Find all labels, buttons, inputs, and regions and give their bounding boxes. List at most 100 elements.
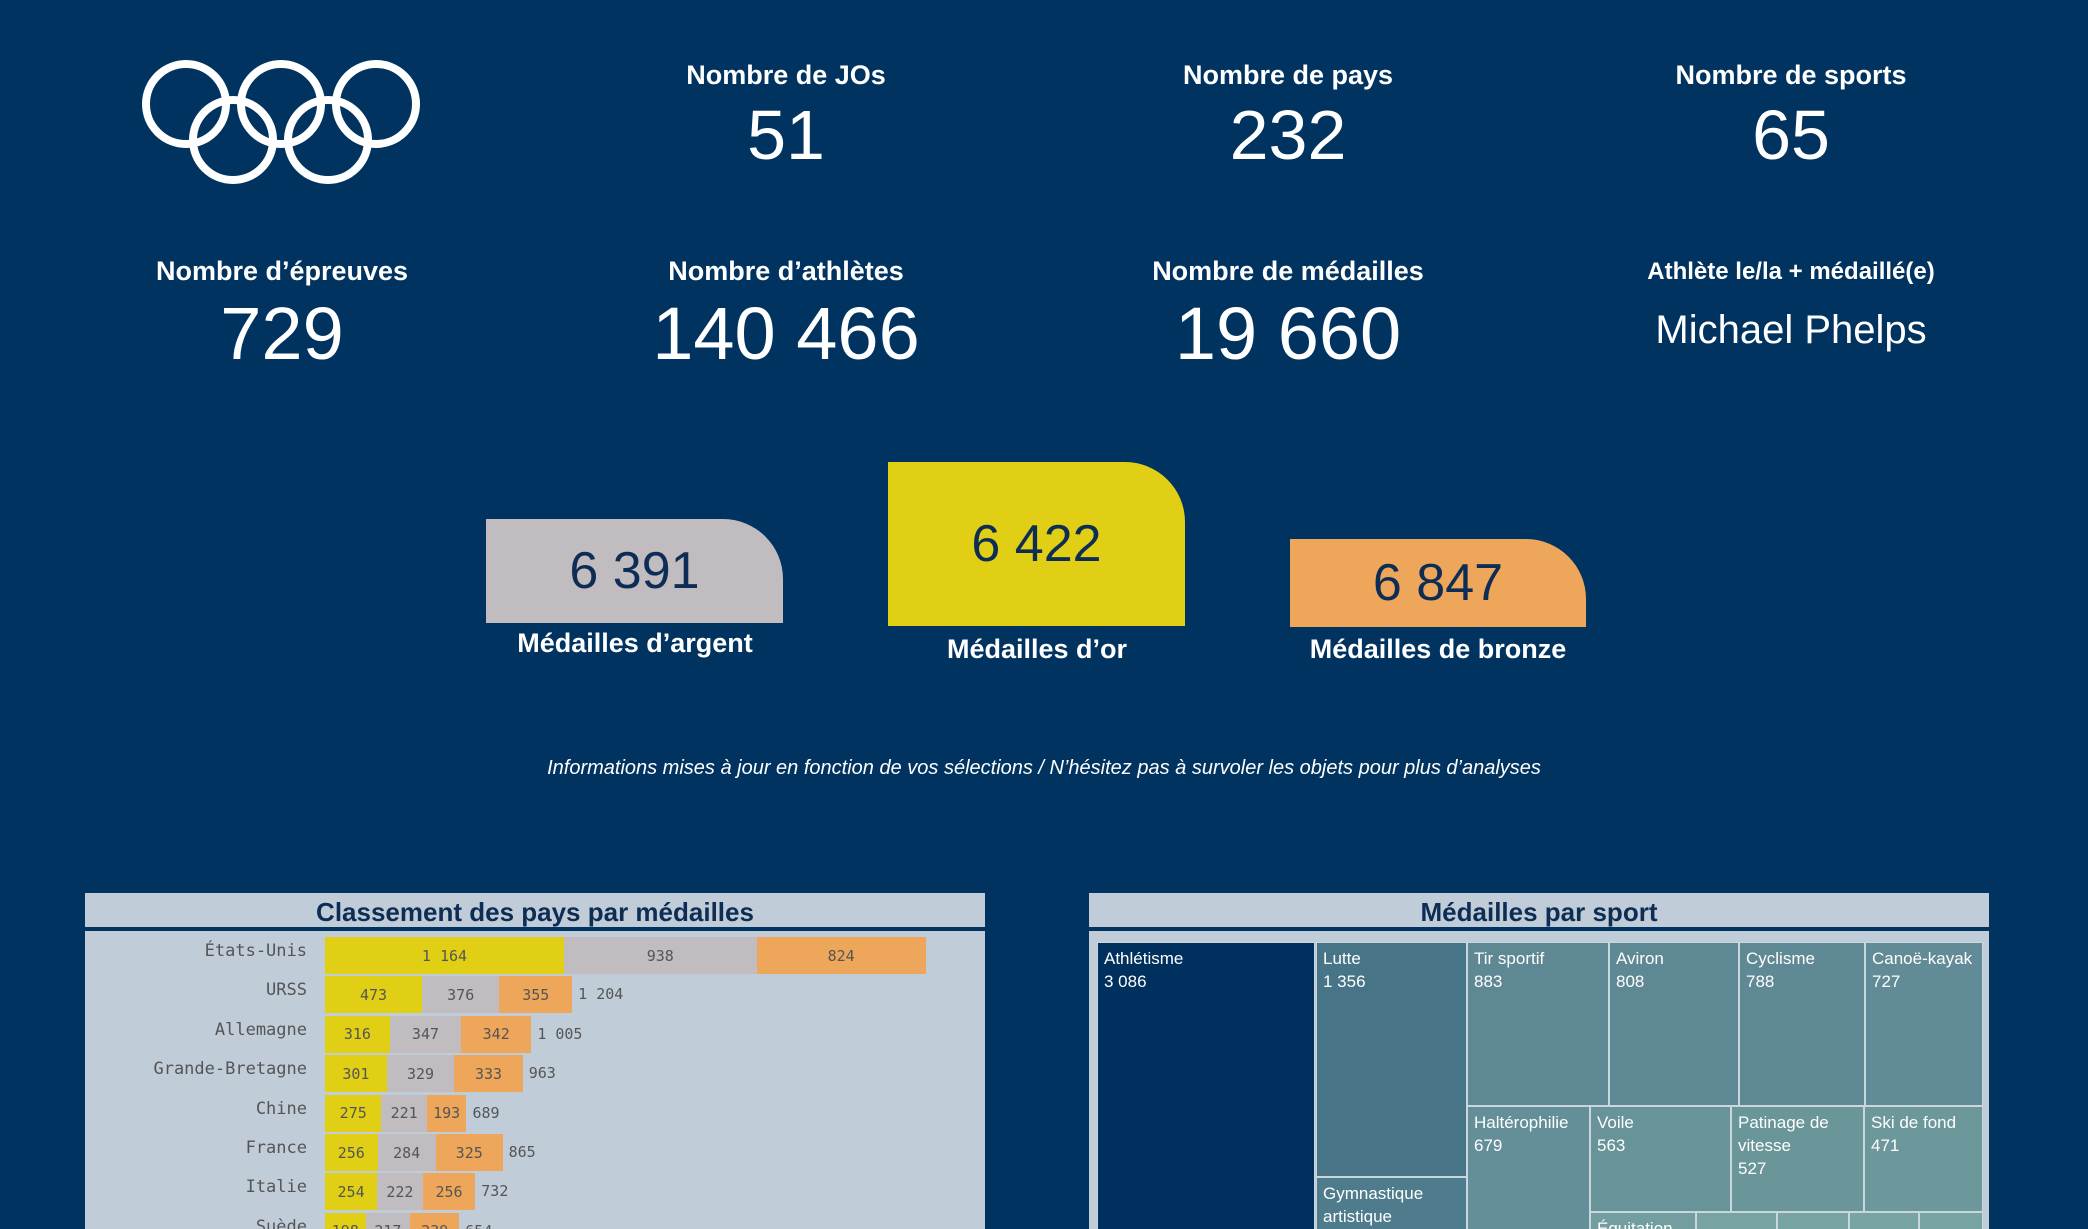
- sport-count: 808: [1616, 972, 1645, 991]
- country-label: Suède: [255, 1216, 307, 1229]
- gold-bar[interactable]: 254: [325, 1173, 378, 1211]
- treemap-cell[interactable]: Canoë-kayak 727: [1865, 942, 1983, 1106]
- kpi-value: 65: [1752, 96, 1830, 174]
- sport-count: 527: [1738, 1159, 1767, 1178]
- gold-bar[interactable]: 316: [325, 1015, 390, 1053]
- treemap-cell[interactable]: Haltérophilie 679: [1467, 1106, 1590, 1229]
- bronze-medal-card[interactable]: 6 847: [1290, 539, 1586, 627]
- total-label: 654: [465, 1222, 492, 1229]
- kpi-pays: Nombre de pays 232: [1078, 60, 1498, 174]
- treemap-cell[interactable]: [1849, 1212, 1919, 1229]
- treemap-cell[interactable]: Athlétisme 3 086: [1097, 942, 1315, 1229]
- treemap-cell[interactable]: Aviron 808: [1609, 942, 1739, 1106]
- country-label: États-Unis: [204, 941, 307, 961]
- silver-bar[interactable]: 284: [377, 1134, 436, 1171]
- silver-bar[interactable]: 222: [377, 1173, 423, 1211]
- kpi-sports: Nombre de sports 65: [1581, 60, 2001, 174]
- sport-name: Aviron: [1616, 949, 1664, 968]
- sport-name: Gymnastique artistique: [1323, 1184, 1424, 1226]
- kpi-label: Nombre de pays: [1182, 60, 1394, 90]
- kpi-value: Michael Phelps: [1655, 308, 1927, 352]
- bronze-bar[interactable]: 325: [435, 1134, 503, 1171]
- sport-name: Athlétisme: [1104, 949, 1184, 968]
- gold-medal-card[interactable]: 6 422: [888, 462, 1185, 626]
- sport-count: 563: [1597, 1136, 1626, 1155]
- sport-count: 679: [1474, 1136, 1503, 1155]
- total-label: 1 005: [537, 1024, 583, 1043]
- treemap-cell[interactable]: [1696, 1212, 1777, 1229]
- sport-name: Voile: [1597, 1113, 1634, 1132]
- kpi-label: Nombre de médailles: [1152, 256, 1424, 286]
- treemap-cell[interactable]: Gymnastique artistique: [1316, 1177, 1467, 1229]
- treemap-cell[interactable]: Cyclisme 788: [1739, 942, 1865, 1106]
- olympic-rings-logo: [142, 60, 420, 184]
- kpi-top-athlete: Athlète le/la + médaillé(e) Michael Phel…: [1581, 258, 2001, 353]
- silver-bar[interactable]: 217: [365, 1212, 411, 1229]
- gold-bar[interactable]: 1 164: [325, 937, 564, 974]
- treemap-cell[interactable]: Équitation: [1590, 1212, 1696, 1229]
- sport-name: Lutte: [1323, 949, 1361, 968]
- country-ranking-panel: Classement des pays par médailles États-…: [85, 893, 985, 1229]
- gold-bar[interactable]: 198: [325, 1212, 366, 1229]
- treemap-cell[interactable]: [1777, 1212, 1849, 1229]
- gold-bar[interactable]: 275: [325, 1094, 382, 1132]
- treemap-cell[interactable]: [1919, 1212, 1983, 1229]
- sport-name: Tir sportif: [1474, 949, 1545, 968]
- treemap-cell[interactable]: Patinage de vitesse 527: [1731, 1106, 1864, 1212]
- country-label: URSS: [266, 980, 307, 1001]
- sport-name: Ski de fond: [1871, 1113, 1957, 1132]
- treemap-cell[interactable]: Voile 563: [1590, 1106, 1731, 1212]
- treemap-cell[interactable]: Ski de fond 471: [1864, 1106, 1983, 1212]
- sport-name: Canoë-kayak: [1872, 949, 1973, 968]
- bronze-bar[interactable]: 355: [499, 976, 573, 1014]
- silver-medal-card[interactable]: 6 391: [486, 519, 783, 623]
- sport-count: 3 086: [1104, 972, 1147, 991]
- treemap-cell[interactable]: Lutte 1 356: [1316, 942, 1467, 1177]
- bronze-bar[interactable]: 333: [454, 1055, 523, 1093]
- gold-bar[interactable]: 301: [325, 1055, 387, 1093]
- sport-treemap: Athlétisme 3 086 Lutte 1 356 Tir sportif 883 A…: [1089, 893, 1989, 1229]
- silver-bar[interactable]: 221: [381, 1094, 427, 1132]
- kpi-label: Nombre d’athlètes: [668, 256, 904, 286]
- gold-bar[interactable]: 256: [325, 1134, 378, 1171]
- sport-name: Équitation: [1597, 1219, 1673, 1229]
- total-label: 963: [528, 1064, 556, 1083]
- kpi-label: Nombre de sports: [1675, 60, 1907, 90]
- bronze-bar[interactable]: 824: [756, 937, 926, 974]
- silver-bar[interactable]: 347: [389, 1015, 462, 1053]
- kpi-value: 232: [1229, 96, 1347, 174]
- treemap-cell[interactable]: Tir sportif 883: [1467, 942, 1609, 1106]
- bronze-bar[interactable]: 342: [461, 1015, 532, 1053]
- sport-treemap-title: Médailles par sport: [1089, 893, 1989, 931]
- kpi-epreuves: Nombre d’épreuves 729: [72, 256, 492, 374]
- sport-name: Haltérophilie: [1474, 1113, 1569, 1132]
- info-note: Informations mises à jour en fonction de…: [547, 757, 1541, 779]
- country-label: Allemagne: [214, 1019, 307, 1040]
- country-ranking-chart: États-Unis 1 164 938 824 URSS 473 376 355 1 204 A…: [85, 935, 985, 1229]
- country-label: Chine: [255, 1098, 307, 1119]
- country-label: Grande-Bretagne: [153, 1059, 307, 1080]
- bronze-bar[interactable]: 193: [426, 1094, 467, 1132]
- kpi-value: 51: [747, 96, 825, 174]
- kpi-label: Nombre d’épreuves: [155, 256, 409, 286]
- kpi-label: Athlète le/la + médaillé(e): [1647, 258, 1935, 285]
- sport-count: 727: [1872, 972, 1901, 991]
- silver-bar[interactable]: 376: [422, 976, 500, 1014]
- bronze-bar[interactable]: 239: [410, 1212, 460, 1229]
- gold-bar[interactable]: 473: [325, 976, 423, 1014]
- silver-bar[interactable]: 329: [386, 1055, 455, 1093]
- silver-medal-count: 6 391: [569, 542, 700, 600]
- kpi-jos: Nombre de JOs 51: [576, 60, 996, 174]
- kpi-medailles: Nombre de médailles 19 660: [1078, 256, 1498, 374]
- country-ranking-title: Classement des pays par médailles: [85, 893, 985, 931]
- kpi-value: 729: [220, 292, 344, 375]
- bronze-medal-label: Médailles de bronze: [1309, 634, 1567, 664]
- silver-bar[interactable]: 938: [563, 937, 757, 974]
- gold-medal-label: Médailles d’or: [946, 634, 1128, 664]
- total-label: 732: [481, 1182, 509, 1201]
- sport-name: Patinage de vitesse: [1738, 1113, 1829, 1155]
- bronze-bar[interactable]: 256: [422, 1173, 476, 1211]
- total-label: 865: [508, 1143, 536, 1161]
- silver-medal-label: Médailles d’argent: [517, 628, 753, 658]
- sport-count: 471: [1871, 1136, 1900, 1155]
